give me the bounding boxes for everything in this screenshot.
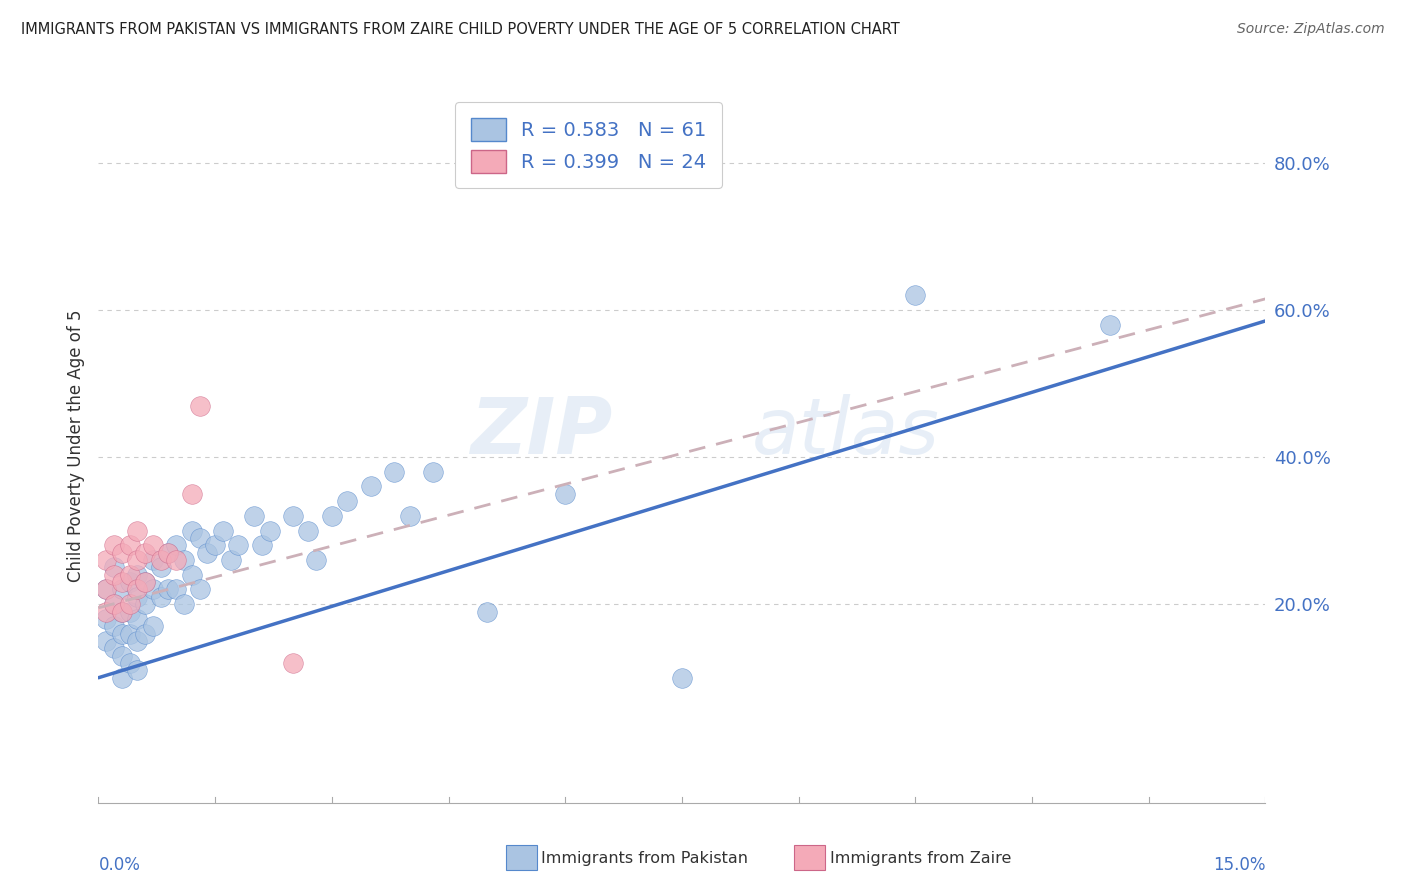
Point (180, 567, 202, 582)
Point (111, 648, 134, 663)
Point (149, 553, 172, 567)
Point (142, 553, 165, 567)
Point (228, 538, 250, 552)
Point (118, 597, 141, 611)
Point (305, 553, 328, 567)
Point (149, 590, 172, 604)
Point (195, 546, 218, 560)
Point (165, 582, 187, 597)
Point (111, 605, 134, 619)
Point (1098, 318, 1121, 332)
Point (134, 597, 156, 611)
Point (103, 641, 125, 656)
Legend: R = 0.583   N = 61, R = 0.399   N = 24: R = 0.583 N = 61, R = 0.399 N = 24 (456, 103, 723, 188)
Point (360, 479, 382, 493)
Point (134, 626, 156, 640)
Point (118, 567, 141, 582)
Point (243, 508, 266, 523)
Text: Immigrants from Pakistan: Immigrants from Pakistan (541, 851, 748, 865)
Point (111, 575, 134, 590)
Point (103, 560, 125, 574)
Point (477, 605, 499, 619)
Point (127, 567, 149, 582)
Point (118, 538, 141, 552)
Point (142, 619, 165, 633)
Text: IMMIGRANTS FROM PAKISTAN VS IMMIGRANTS FROM ZAIRE CHILD POVERTY UNDER THE AGE OF: IMMIGRANTS FROM PAKISTAN VS IMMIGRANTS F… (21, 22, 900, 37)
Point (127, 590, 149, 604)
Y-axis label: Child Poverty Under the Age of 5: Child Poverty Under the Age of 5 (66, 310, 84, 582)
Point (96, 612, 118, 626)
Text: Immigrants from Zaire: Immigrants from Zaire (830, 851, 1011, 865)
Point (180, 487, 202, 501)
Point (212, 524, 235, 538)
Point (554, 487, 576, 501)
Point (111, 546, 134, 560)
Point (157, 546, 180, 560)
Point (142, 538, 165, 552)
Point (398, 508, 420, 523)
Point (204, 538, 226, 552)
Point (321, 508, 343, 523)
Point (127, 634, 149, 648)
Point (297, 524, 319, 538)
Point (188, 531, 211, 545)
Point (127, 553, 149, 567)
Point (259, 524, 281, 538)
Point (127, 612, 149, 626)
Point (219, 553, 242, 567)
Text: 0.0%: 0.0% (98, 856, 141, 874)
Text: ZIP: ZIP (470, 393, 612, 470)
Point (96, 605, 118, 619)
Point (250, 538, 273, 552)
Point (118, 605, 141, 619)
Point (118, 575, 141, 590)
Point (134, 546, 156, 560)
Point (111, 582, 134, 597)
Point (96, 553, 118, 567)
Point (96, 582, 118, 597)
Point (111, 671, 134, 685)
Point (142, 582, 165, 597)
Point (165, 553, 187, 567)
Point (127, 524, 149, 538)
Point (422, 465, 444, 479)
Point (671, 671, 693, 685)
Point (103, 597, 125, 611)
Point (336, 494, 359, 508)
Point (111, 605, 134, 619)
Point (118, 626, 141, 640)
Point (111, 626, 134, 640)
Point (188, 399, 211, 413)
Point (157, 582, 180, 597)
Point (281, 508, 304, 523)
Point (103, 597, 125, 611)
Point (157, 546, 180, 560)
Point (134, 575, 156, 590)
Point (180, 524, 202, 538)
Point (96, 582, 118, 597)
Point (173, 553, 195, 567)
Text: 15.0%: 15.0% (1213, 856, 1265, 874)
Point (127, 664, 149, 678)
Point (188, 582, 211, 597)
Point (103, 619, 125, 633)
Point (382, 465, 405, 479)
Point (127, 582, 149, 597)
Point (103, 567, 125, 582)
Point (96, 634, 118, 648)
Text: Source: ZipAtlas.com: Source: ZipAtlas.com (1237, 22, 1385, 37)
Point (103, 538, 125, 552)
Point (134, 575, 156, 590)
Point (904, 288, 927, 302)
Point (281, 656, 304, 670)
Point (118, 656, 141, 670)
Point (149, 560, 172, 574)
Text: atlas: atlas (752, 393, 939, 470)
Point (173, 597, 195, 611)
Point (165, 538, 187, 552)
